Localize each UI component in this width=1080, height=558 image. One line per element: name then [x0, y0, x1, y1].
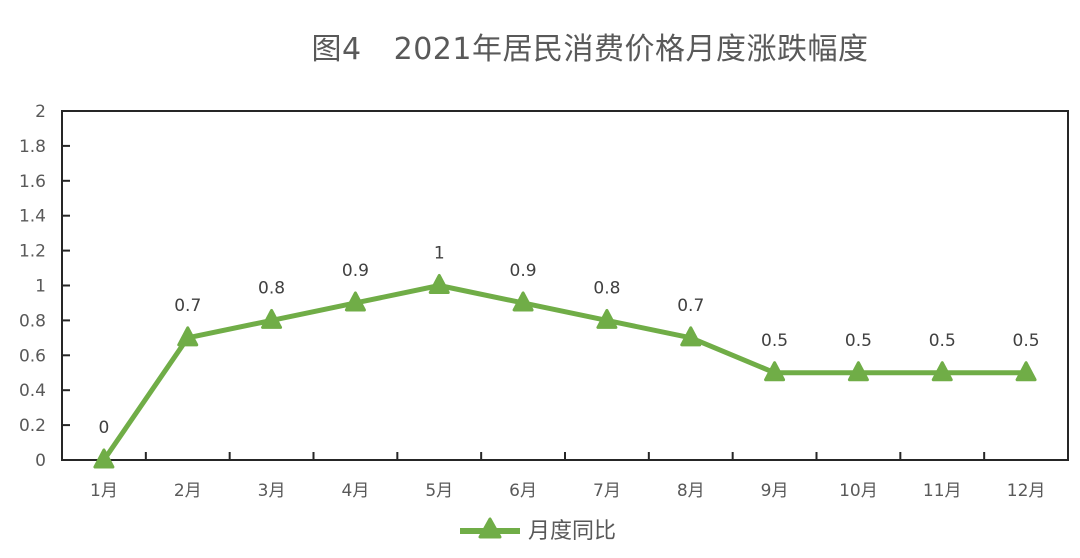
data-label: 0.9 — [342, 261, 369, 281]
y-tick-label: 2 — [35, 102, 46, 122]
plot-area — [61, 110, 1069, 461]
data-label: 0.7 — [174, 296, 201, 316]
x-tick-label: 12月 — [1007, 481, 1046, 501]
data-label: 0.8 — [593, 278, 620, 298]
triangle-marker-icon — [344, 291, 366, 312]
x-tick-label: 1月 — [90, 481, 118, 501]
x-tick-label: 3月 — [258, 481, 286, 501]
x-axis: 1月 2月 3月 4月 5月 6月 7月 8月 9月 10月 11月 12月 — [90, 452, 1045, 501]
data-label: 0.8 — [258, 278, 285, 298]
series-line — [93, 274, 1037, 469]
y-tick-label: 0.6 — [19, 346, 46, 366]
legend: 月度同比 — [458, 512, 616, 546]
data-label: 0.9 — [510, 261, 537, 281]
data-label: 0.7 — [677, 296, 704, 316]
y-tick-label: 1.4 — [19, 207, 46, 227]
data-label: 0.5 — [929, 331, 956, 351]
x-tick-label: 11月 — [923, 481, 962, 501]
triangle-marker-icon — [847, 361, 869, 382]
triangle-marker-icon — [261, 308, 283, 329]
y-tick-label: 0.4 — [19, 381, 46, 401]
legend-triangle-line-icon — [460, 517, 520, 539]
series-polyline — [101, 283, 1027, 462]
triangle-marker-icon — [931, 361, 953, 382]
triangle-marker-icon — [1015, 361, 1037, 382]
triangle-marker-icon — [512, 291, 534, 312]
data-label: 0.5 — [845, 331, 872, 351]
triangle-marker-icon — [764, 361, 786, 382]
x-tick-label: 4月 — [342, 481, 370, 501]
data-label: 0.5 — [1013, 331, 1040, 351]
data-label: 1 — [434, 244, 445, 264]
x-tick-label: 9月 — [761, 481, 789, 501]
y-tick-label: 1.6 — [19, 172, 46, 192]
triangle-marker-icon — [177, 326, 199, 347]
x-tick-label: 10月 — [839, 481, 878, 501]
y-tick-label: 1 — [35, 277, 46, 297]
chart-title-text: 2021年居民消费价格月度涨跌幅度 — [393, 32, 869, 67]
triangle-marker-icon — [428, 274, 450, 294]
x-tick-label: 6月 — [509, 481, 537, 501]
x-tick-label: 7月 — [593, 481, 621, 501]
data-label: 0 — [99, 418, 110, 438]
triangle-marker-icon — [93, 448, 115, 469]
x-tick-label: 8月 — [677, 481, 705, 501]
y-tick-label: 0.8 — [19, 311, 46, 331]
figure-number: 图4 — [311, 32, 362, 67]
data-label: 0.5 — [761, 331, 788, 351]
triangle-marker-icon — [680, 326, 702, 347]
data-labels: 0 0.7 0.8 0.9 1 0.9 0.8 0.7 0.5 0.5 0.5 0.5 — [99, 244, 1040, 439]
y-tick-label: 0 — [35, 451, 46, 471]
x-tick-label: 5月 — [425, 481, 453, 501]
triangle-marker-icon — [596, 308, 618, 329]
plot-border — [61, 110, 1069, 461]
chart-title: 图4 2021年居民消费价格月度涨跌幅度 — [0, 24, 1080, 68]
y-tick-label: 1.2 — [19, 242, 46, 262]
y-tick-label: 0.2 — [19, 416, 46, 436]
legend-label: 月度同比 — [528, 519, 617, 544]
y-axis: 0 0.2 0.4 0.6 0.8 1 1.2 1.4 1.6 1.8 2 — [19, 102, 70, 471]
y-tick-label: 1.8 — [19, 137, 46, 157]
x-tick-label: 2月 — [174, 481, 202, 501]
